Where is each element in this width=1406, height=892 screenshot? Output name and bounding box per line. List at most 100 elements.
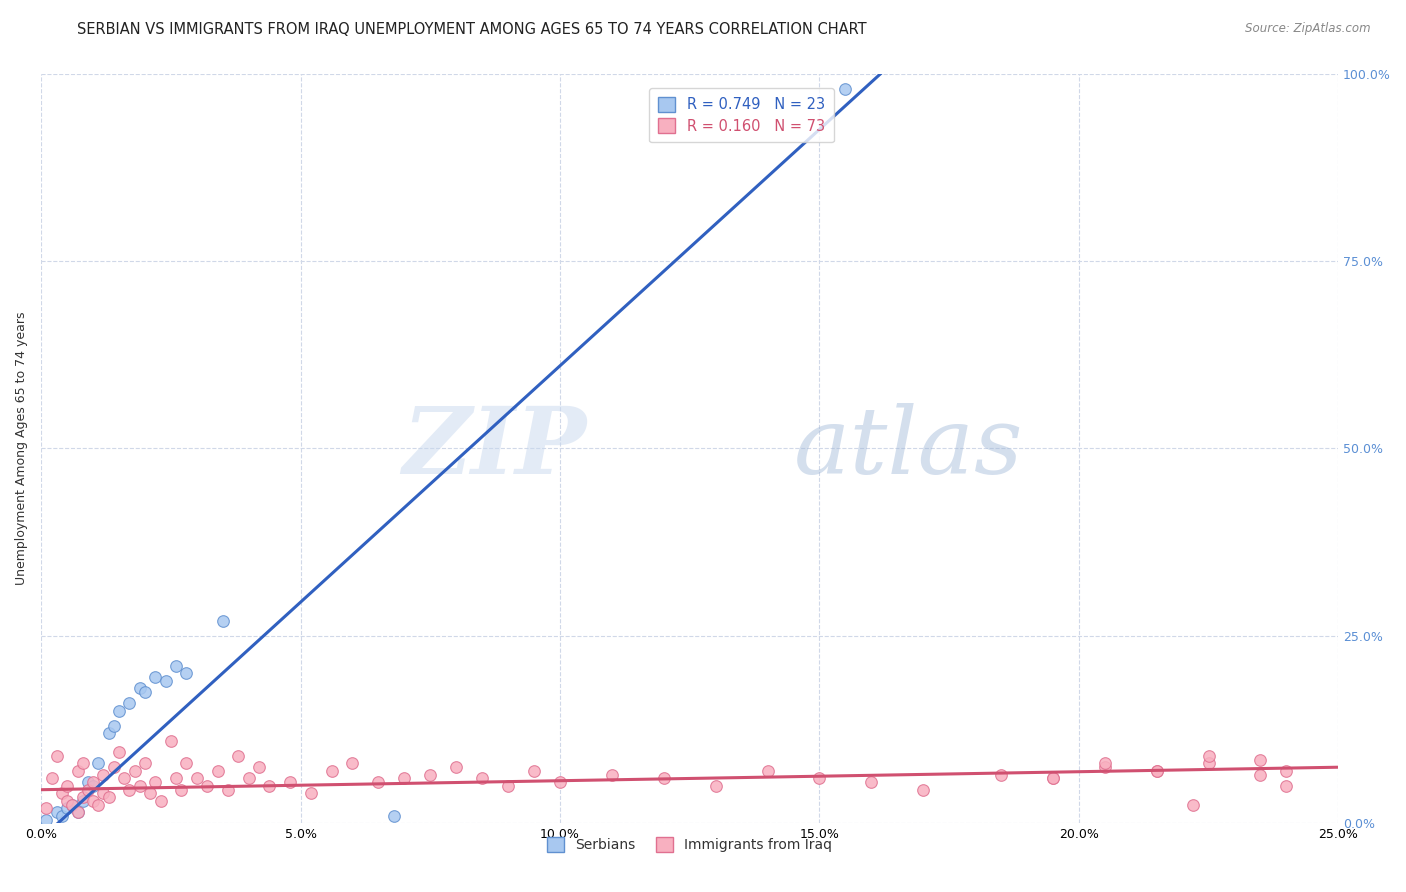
Point <box>56 779 79 793</box>
Point <box>1182 797 1205 812</box>
Point <box>195 779 218 793</box>
Point <box>45 805 67 820</box>
Point <box>299 787 322 801</box>
Point <box>548 775 571 789</box>
Point <box>600 768 623 782</box>
Point <box>56 801 79 815</box>
Point <box>1146 764 1168 778</box>
Point <box>87 756 110 771</box>
Point <box>912 782 935 797</box>
Text: atlas: atlas <box>793 403 1024 493</box>
Point <box>160 734 183 748</box>
Point <box>97 726 120 740</box>
Point <box>51 809 73 823</box>
Point <box>60 797 83 812</box>
Point <box>134 685 156 699</box>
Point <box>1275 764 1298 778</box>
Point <box>1042 772 1064 786</box>
Point <box>128 779 150 793</box>
Point <box>278 775 301 789</box>
Point <box>990 768 1012 782</box>
Point <box>87 797 110 812</box>
Point <box>808 772 831 786</box>
Point <box>1249 768 1271 782</box>
Point <box>82 794 104 808</box>
Point <box>108 704 131 718</box>
Point <box>93 787 115 801</box>
Point <box>72 794 94 808</box>
Point <box>860 775 883 789</box>
Point <box>165 772 187 786</box>
Legend: R = 0.749   N = 23, R = 0.160   N = 73: R = 0.749 N = 23, R = 0.160 N = 73 <box>650 88 834 143</box>
Point <box>143 775 166 789</box>
Point <box>72 790 94 805</box>
Point <box>139 787 162 801</box>
Point <box>1042 772 1064 786</box>
Point <box>247 760 270 774</box>
Point <box>446 760 468 774</box>
Point <box>128 681 150 696</box>
Point <box>72 756 94 771</box>
Text: Source: ZipAtlas.com: Source: ZipAtlas.com <box>1246 22 1371 36</box>
Point <box>51 787 73 801</box>
Point <box>103 760 125 774</box>
Point <box>66 805 89 820</box>
Point <box>834 81 856 95</box>
Point <box>704 779 727 793</box>
Point <box>118 697 141 711</box>
Point <box>1094 760 1116 774</box>
Point <box>394 772 416 786</box>
Point <box>66 764 89 778</box>
Point <box>82 775 104 789</box>
Point <box>1275 779 1298 793</box>
Point <box>134 756 156 771</box>
Point <box>419 768 441 782</box>
Point <box>342 756 364 771</box>
Point <box>35 813 58 827</box>
Point <box>186 772 208 786</box>
Point <box>41 772 63 786</box>
Point <box>165 659 187 673</box>
Point <box>321 764 343 778</box>
Point <box>45 748 67 763</box>
Point <box>170 782 193 797</box>
Point <box>217 782 239 797</box>
Point <box>367 775 389 789</box>
Point <box>211 614 233 628</box>
Text: ZIP: ZIP <box>402 403 586 493</box>
Point <box>103 719 125 733</box>
Point <box>77 782 100 797</box>
Point <box>143 670 166 684</box>
Point <box>523 764 546 778</box>
Point <box>108 745 131 759</box>
Point <box>652 772 675 786</box>
Point <box>207 764 229 778</box>
Point <box>93 768 115 782</box>
Point <box>56 794 79 808</box>
Point <box>1198 756 1220 771</box>
Point <box>756 764 779 778</box>
Point <box>155 673 177 688</box>
Y-axis label: Unemployment Among Ages 65 to 74 years: Unemployment Among Ages 65 to 74 years <box>15 311 28 585</box>
Point <box>82 779 104 793</box>
Point <box>118 782 141 797</box>
Text: SERBIAN VS IMMIGRANTS FROM IRAQ UNEMPLOYMENT AMONG AGES 65 TO 74 YEARS CORRELATI: SERBIAN VS IMMIGRANTS FROM IRAQ UNEMPLOY… <box>77 22 868 37</box>
Point <box>35 801 58 815</box>
Point <box>259 779 281 793</box>
Point <box>496 779 519 793</box>
Point <box>124 764 146 778</box>
Point <box>176 756 198 771</box>
Point <box>382 809 405 823</box>
Point <box>1146 764 1168 778</box>
Point <box>66 805 89 820</box>
Point <box>1094 756 1116 771</box>
Point <box>60 797 83 812</box>
Point <box>149 794 172 808</box>
Point <box>238 772 260 786</box>
Point <box>77 775 100 789</box>
Point <box>471 772 494 786</box>
Point <box>176 666 198 681</box>
Point <box>1198 748 1220 763</box>
Point <box>1249 753 1271 767</box>
Point <box>97 790 120 805</box>
